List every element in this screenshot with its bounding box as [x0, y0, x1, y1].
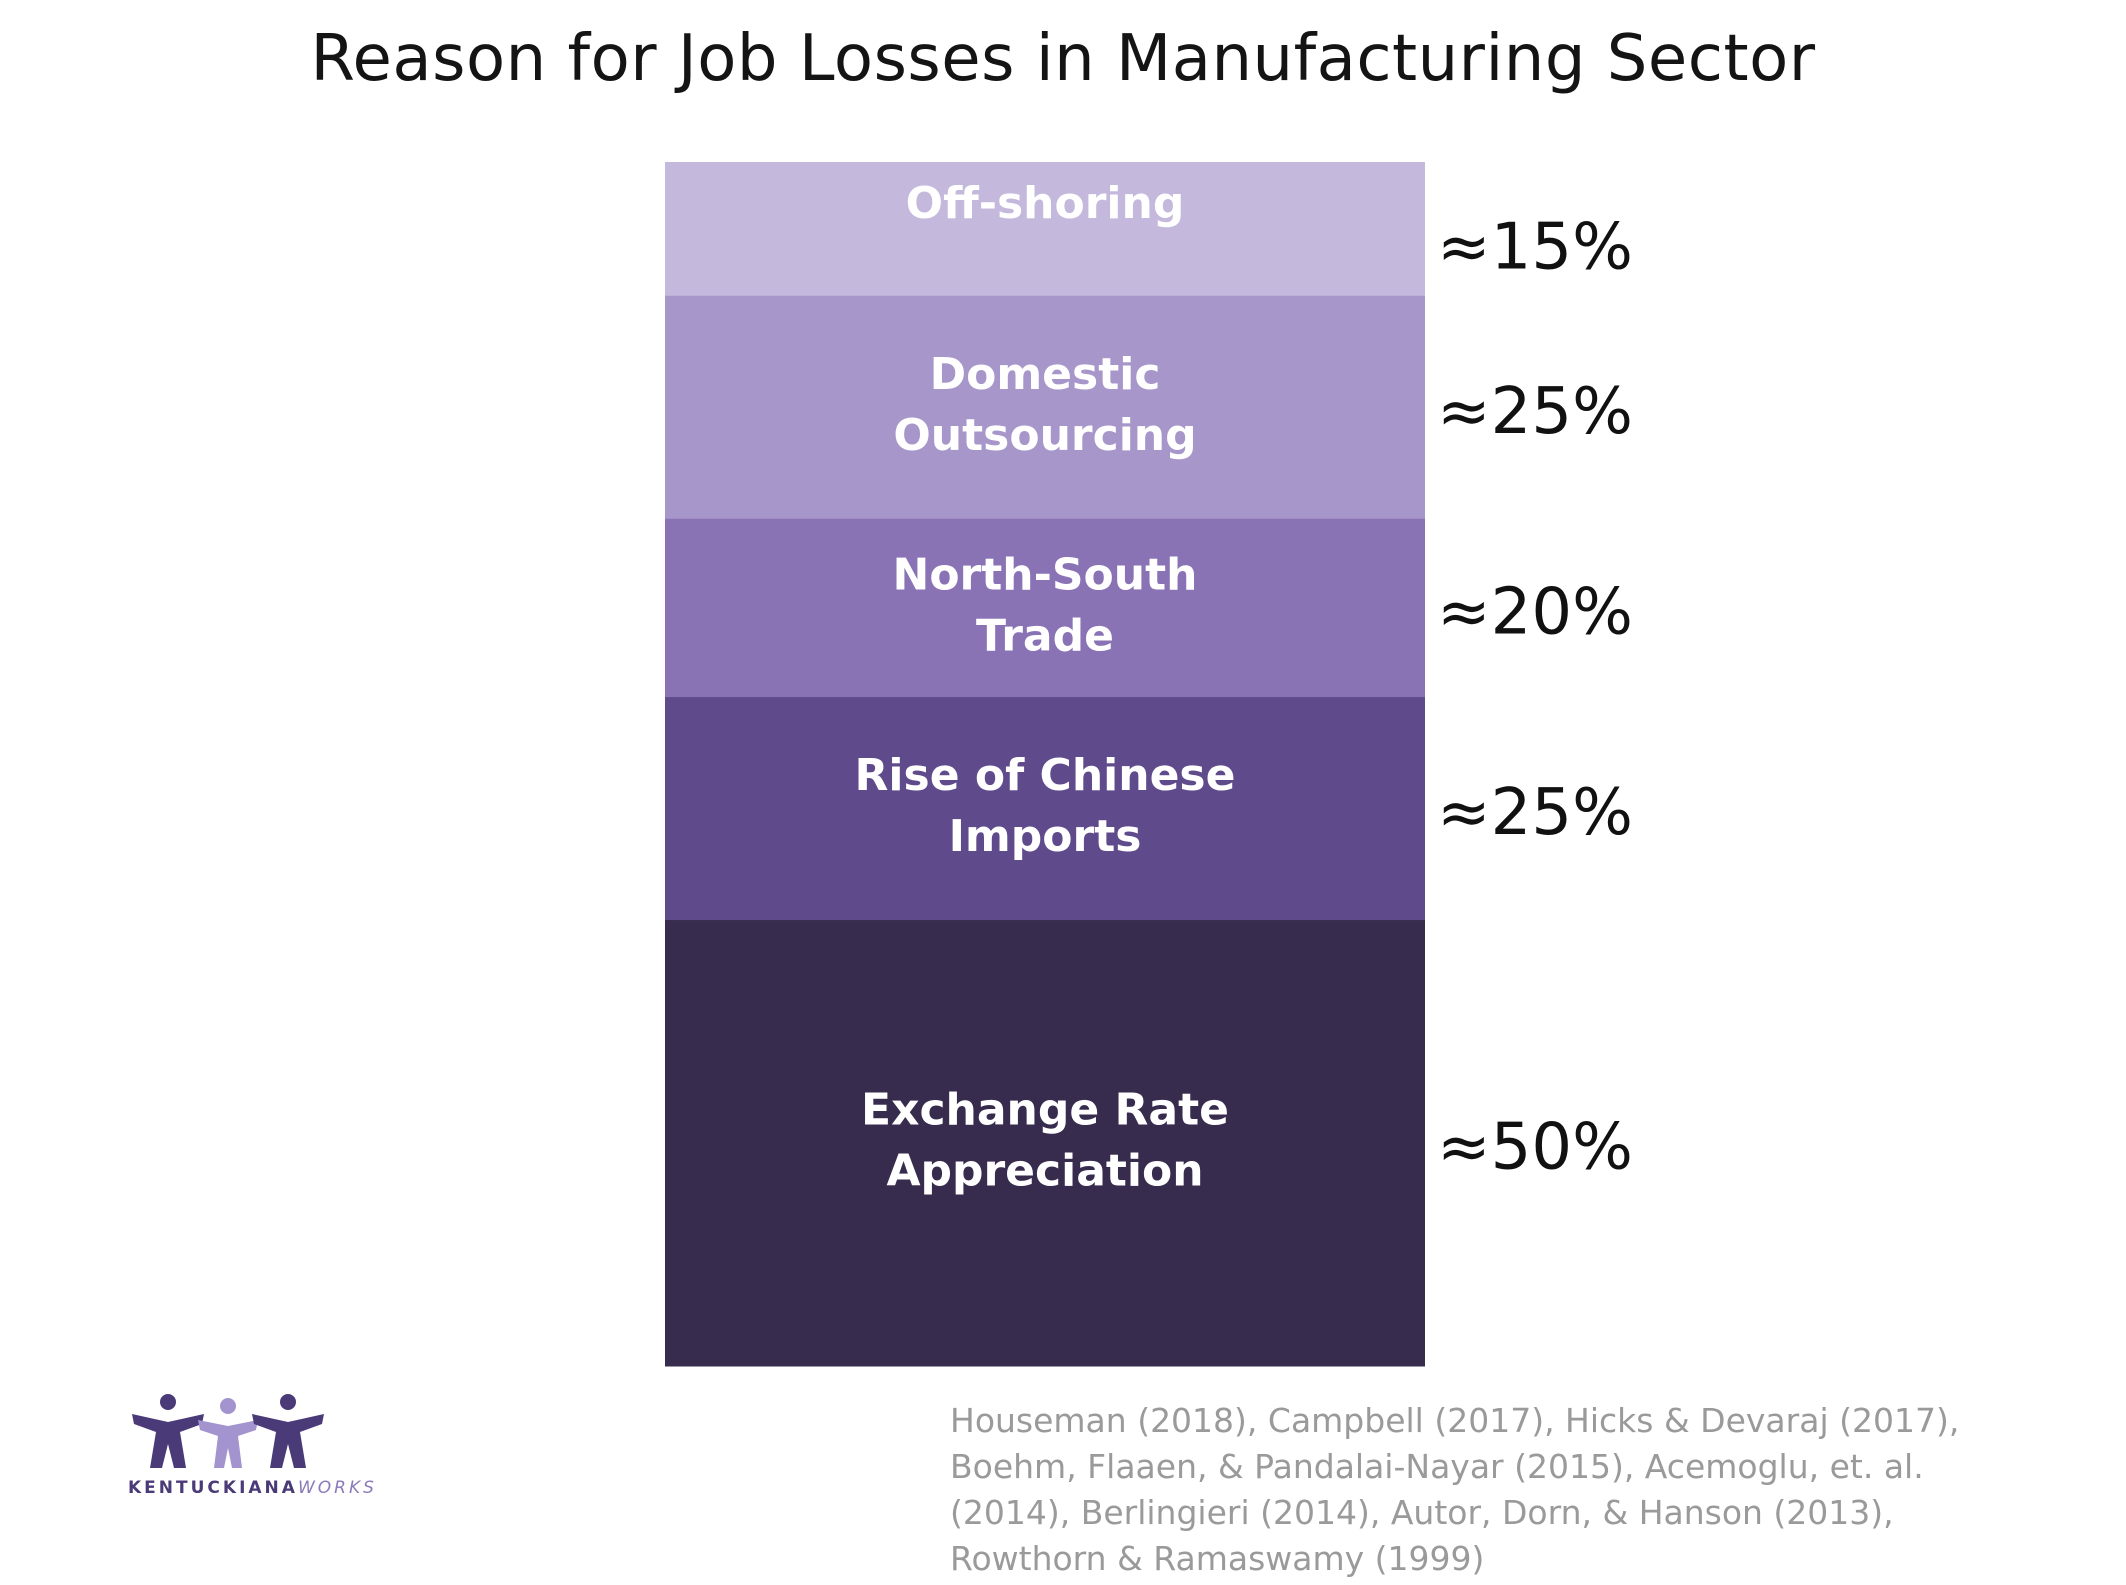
category-label: Rise of Chinese Imports — [855, 750, 1236, 862]
category-label: Exchange Rate Appreciation — [861, 1085, 1229, 1197]
logo-text-accent: WORKS — [297, 1478, 377, 1498]
citation: Houseman (2018), Campbell (2017), Hicks … — [950, 1398, 2010, 1582]
people-logo-icon — [132, 1394, 324, 1468]
citation-line: Rowthorn & Ramaswamy (1999) — [950, 1539, 1485, 1578]
citation-line: Boehm, Flaaen, & Pandalai-Nayar (2015), … — [950, 1447, 1924, 1486]
value-label: ≈25% — [1437, 375, 1633, 449]
value-label: ≈50% — [1437, 1111, 1633, 1185]
bar-segment — [665, 697, 1425, 921]
bar-segment — [665, 518, 1425, 698]
value-label: ≈15% — [1437, 210, 1633, 284]
value-label: ≈20% — [1437, 576, 1633, 650]
category-label: Domestic Outsourcing — [893, 349, 1196, 461]
logo-text-main: KENTUCKIANA — [128, 1478, 298, 1498]
bar-segment — [665, 295, 1425, 520]
logo-text: KENTUCKIANAWORKS — [128, 1478, 374, 1498]
bar-segment — [665, 920, 1425, 1367]
kentuckiana-works-logo: KENTUCKIANAWORKS — [128, 1392, 374, 1498]
citation-line: Houseman (2018), Campbell (2017), Hicks … — [950, 1401, 1960, 1440]
value-label: ≈25% — [1437, 776, 1633, 850]
citation-line: (2014), Berlingieri (2014), Autor, Dorn,… — [950, 1493, 1894, 1532]
category-label: Off-shoring — [906, 178, 1185, 229]
bar-segment — [665, 162, 1425, 297]
chart-title: Reason for Job Losses in Manufacturing S… — [310, 22, 1816, 96]
category-label: North-South Trade — [893, 549, 1198, 661]
